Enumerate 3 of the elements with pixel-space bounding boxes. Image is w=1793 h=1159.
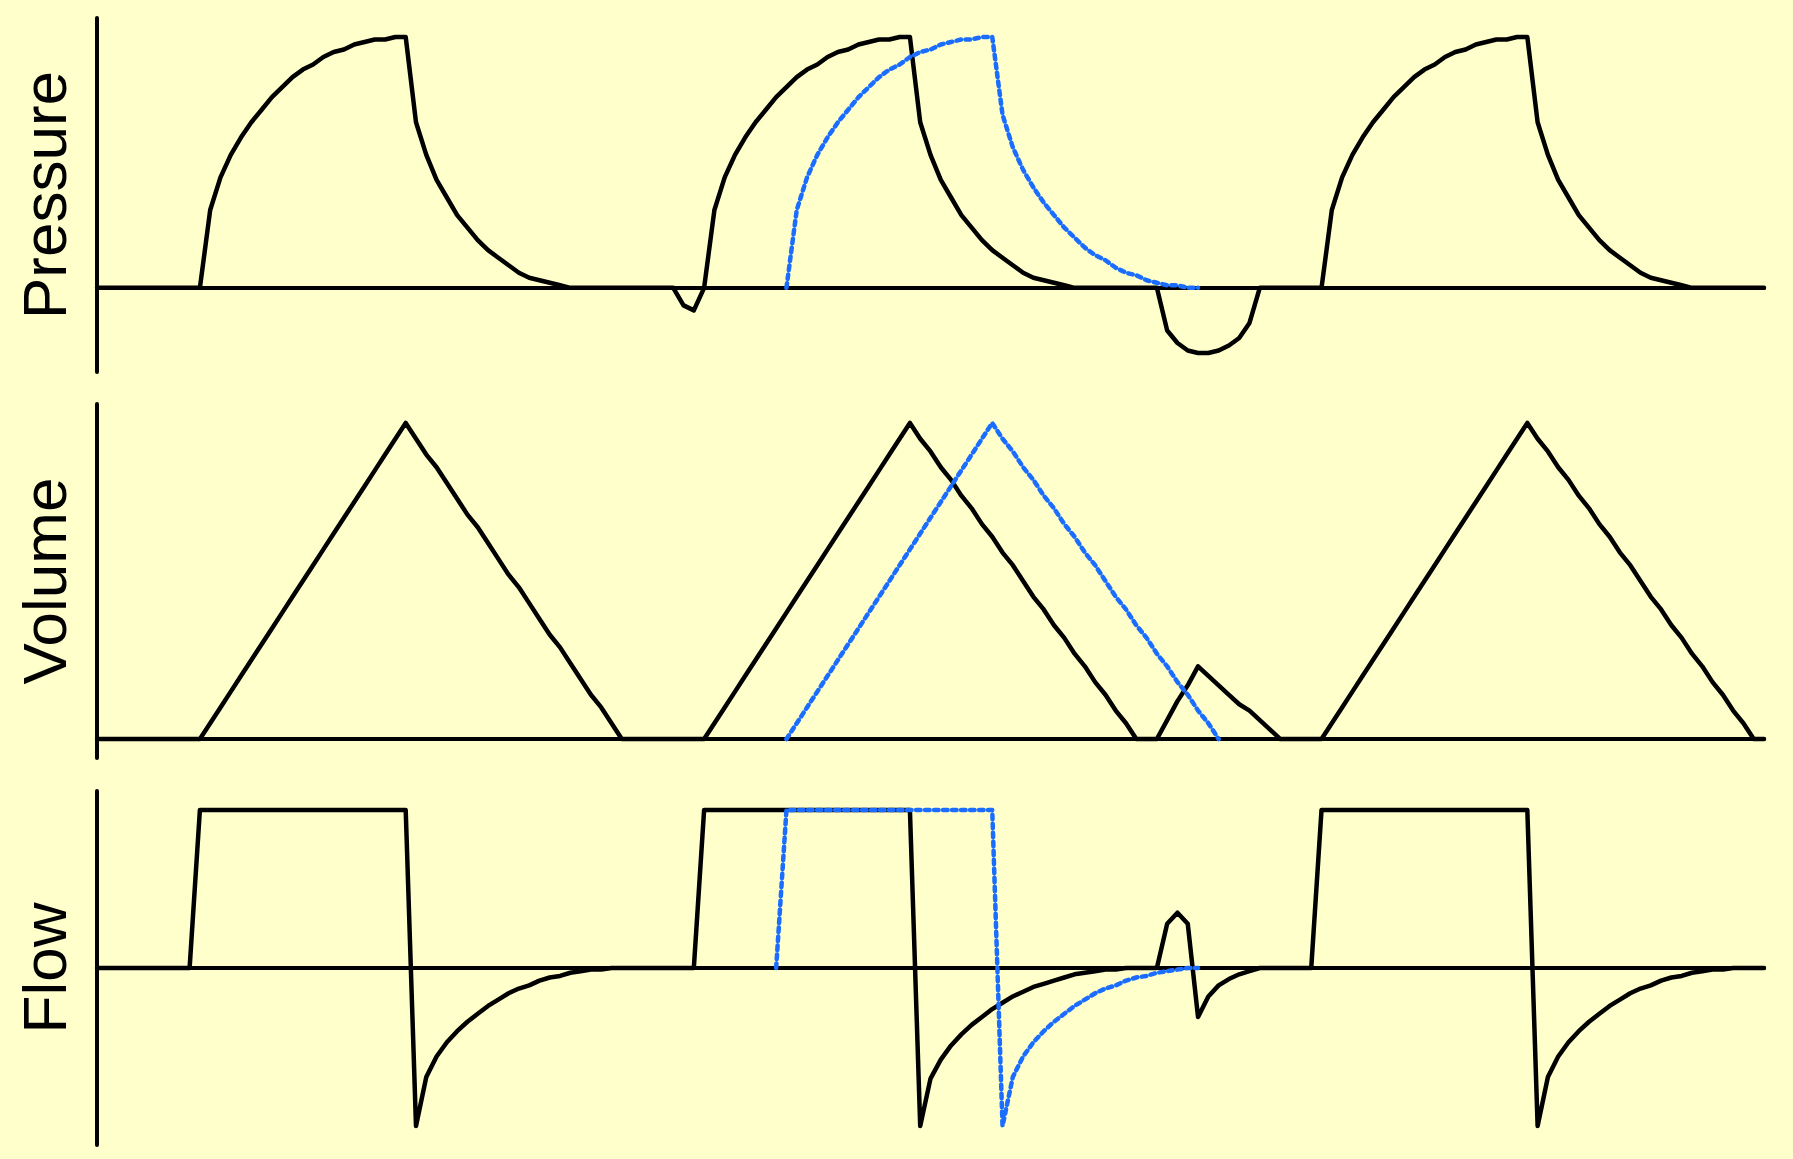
y-axis-title: Pressure	[9, 70, 79, 320]
y-axis-title: Flow	[9, 901, 79, 1034]
y-axis-title: Volume	[9, 477, 79, 685]
